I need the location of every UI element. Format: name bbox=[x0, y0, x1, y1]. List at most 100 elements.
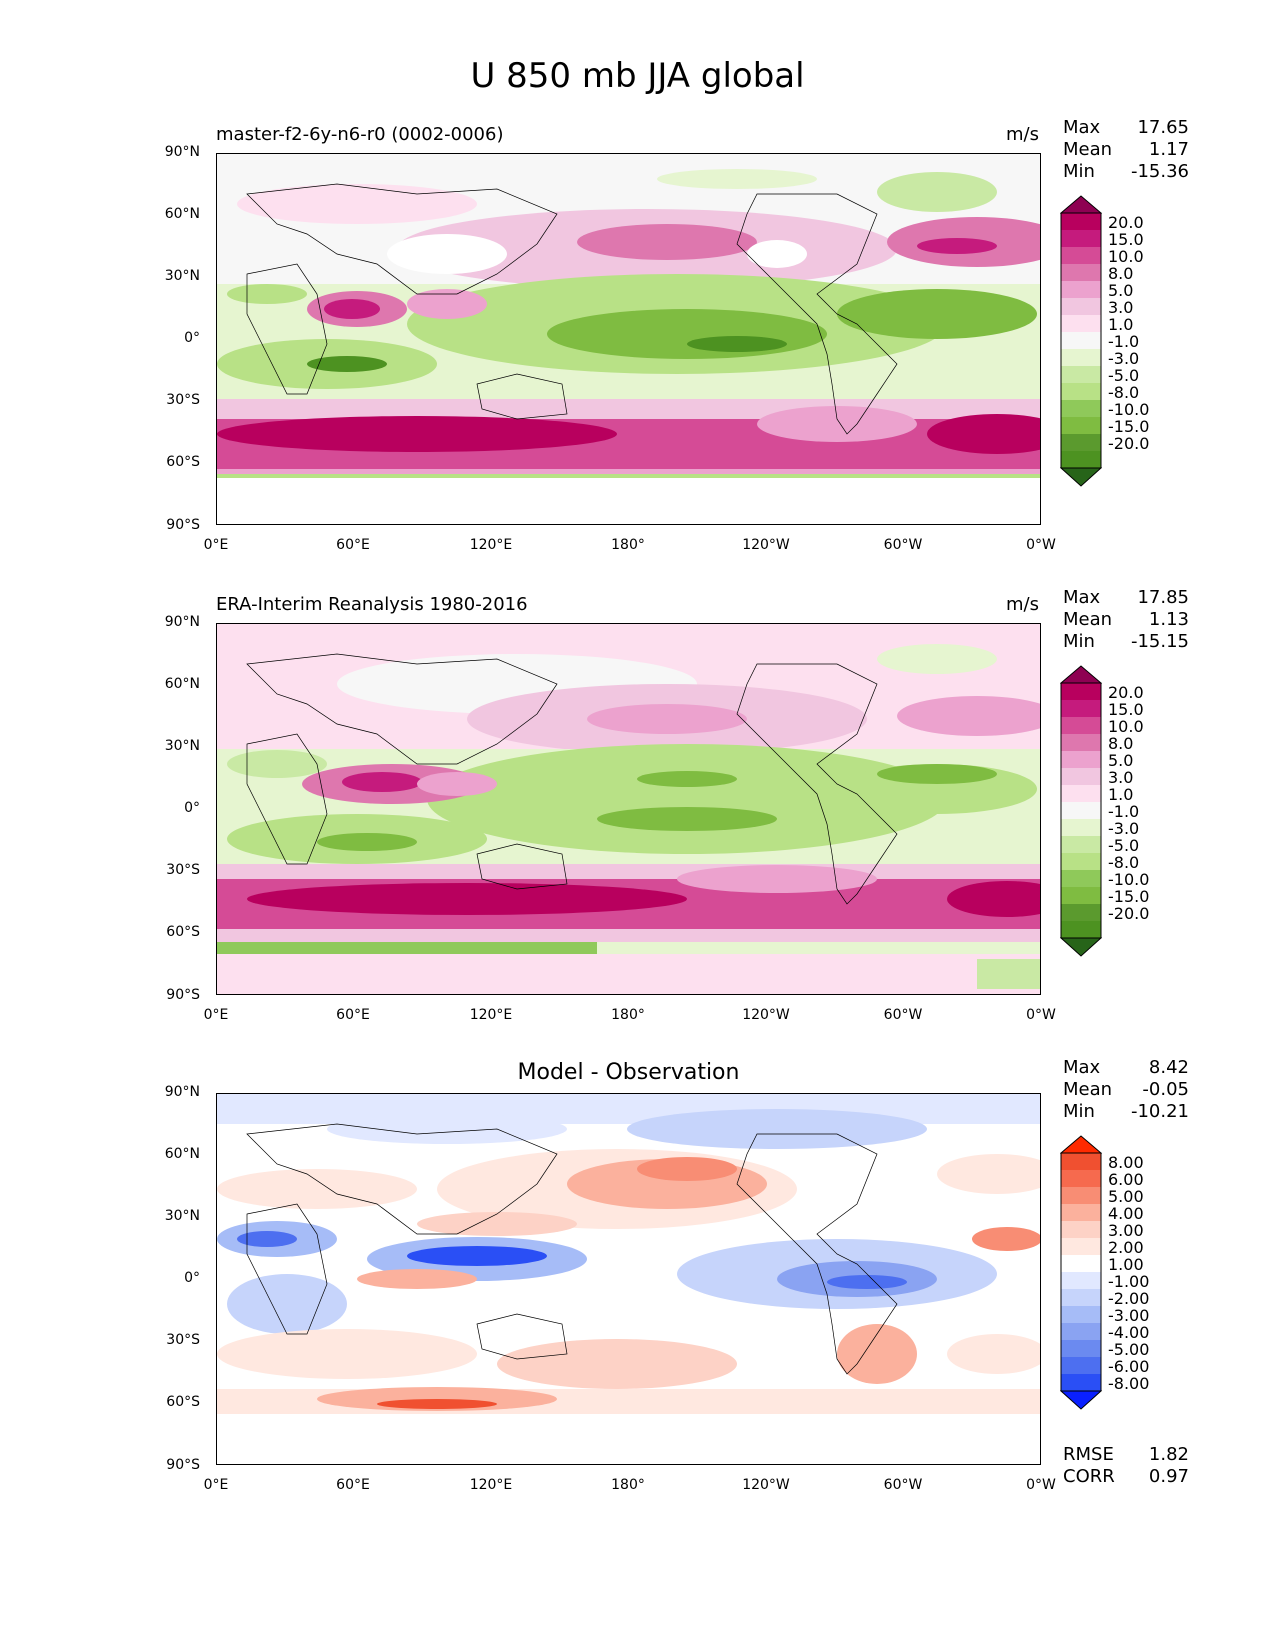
colorbar-tick-label: -8.0 bbox=[1108, 382, 1140, 402]
colorbar-extend-min bbox=[1059, 937, 1103, 957]
colorbar-segment bbox=[1061, 451, 1101, 468]
colorbar-segment bbox=[1061, 836, 1101, 853]
colorbar-segment bbox=[1061, 751, 1101, 768]
colorbar-tick-label: 3.0 bbox=[1108, 767, 1134, 787]
colorbar-tick-label: -5.00 bbox=[1108, 1339, 1150, 1359]
colorbar: 20.0 15.0 10.0 8.0 5.0 3.0 1.0 -1.0 -3.0 -5.0 -8.0… bbox=[1059, 665, 1149, 962]
colorbar-tick-label: -3.0 bbox=[1108, 348, 1140, 368]
x-tick: 60°W bbox=[883, 1007, 923, 1023]
colorbar-tick-label: -1.00 bbox=[1108, 1271, 1150, 1291]
colorbar-segment bbox=[1061, 1170, 1101, 1187]
colorbar-segment bbox=[1061, 1272, 1101, 1289]
y-tick: 30°N bbox=[164, 738, 200, 754]
colorbar-tick-label: -1.0 bbox=[1108, 331, 1140, 351]
colorbar-tick-label: -5.0 bbox=[1108, 835, 1140, 855]
y-tick: 0° bbox=[184, 800, 200, 816]
colorbar-tick-label: 1.0 bbox=[1108, 784, 1134, 804]
colorbar-segment bbox=[1061, 213, 1101, 230]
colorbar-border bbox=[1060, 1152, 1102, 1392]
colorbar-tick-label: 4.00 bbox=[1108, 1203, 1144, 1223]
colorbar-segment bbox=[1061, 1306, 1101, 1323]
colorbar-segment bbox=[1061, 785, 1101, 802]
colorbar-tick-label: -20.0 bbox=[1108, 903, 1150, 923]
stat-label: Mean bbox=[1063, 139, 1113, 160]
colorbar-tick-label: 1.00 bbox=[1108, 1254, 1144, 1274]
x-tick: 120°E bbox=[469, 537, 513, 553]
y-tick: 60°N bbox=[164, 676, 200, 692]
colorbar-tick-label: -10.0 bbox=[1108, 869, 1150, 889]
colorbar-tick-label: -3.00 bbox=[1108, 1305, 1150, 1325]
x-tick: 120°W bbox=[742, 537, 790, 553]
stat-max: 17.65 bbox=[1137, 117, 1189, 138]
colorbar-segment bbox=[1061, 1289, 1101, 1306]
stats-box: Max 17.85 Mean 1.13 Min -15.15 bbox=[1063, 587, 1189, 653]
colorbar-segment bbox=[1061, 921, 1101, 938]
x-tick: 0°W bbox=[1026, 1007, 1056, 1023]
colorbar-segment bbox=[1061, 1221, 1101, 1238]
colorbar-svg bbox=[1059, 1135, 1103, 1410]
model-map bbox=[217, 154, 1040, 524]
colorbar-segment bbox=[1061, 1238, 1101, 1255]
colorbar-extend-max bbox=[1059, 665, 1103, 684]
colorbar-tick-label: -1.0 bbox=[1108, 801, 1140, 821]
y-tick: 90°S bbox=[166, 987, 200, 1003]
colorbar-segment bbox=[1061, 349, 1101, 366]
colorbar-segment bbox=[1061, 1204, 1101, 1221]
x-tick: 120°E bbox=[469, 1007, 513, 1023]
colorbar-segment bbox=[1061, 230, 1101, 247]
y-tick: 30°N bbox=[164, 268, 200, 284]
y-tick: 90°N bbox=[164, 144, 200, 160]
stat-label: Mean bbox=[1063, 609, 1113, 630]
stat-label: Max bbox=[1063, 587, 1101, 608]
colorbar-segment bbox=[1061, 298, 1101, 315]
colorbar-segment bbox=[1061, 315, 1101, 332]
colorbar-tick-label: 15.0 bbox=[1108, 699, 1144, 719]
x-tick: 120°W bbox=[742, 1477, 790, 1493]
colorbar-tick-label: 8.0 bbox=[1108, 733, 1134, 753]
y-tick: 60°N bbox=[164, 206, 200, 222]
stat-corr: 0.97 bbox=[1148, 1466, 1189, 1487]
colorbar-segment bbox=[1061, 904, 1101, 921]
colorbar-extend-min bbox=[1059, 1390, 1103, 1410]
stat-mean: -0.05 bbox=[1142, 1079, 1189, 1100]
stat-mean: 1.13 bbox=[1148, 609, 1189, 630]
colorbar-tick-label: 3.0 bbox=[1108, 297, 1134, 317]
colorbar-tick-label: 8.00 bbox=[1108, 1152, 1144, 1172]
colorbar-tick-label: -20.0 bbox=[1108, 433, 1150, 453]
colorbar-svg bbox=[1059, 665, 1103, 957]
colorbar-segment bbox=[1061, 417, 1101, 434]
units-label: m/s bbox=[1006, 124, 1039, 145]
colorbar-segment bbox=[1061, 853, 1101, 870]
stat-label: Min bbox=[1063, 161, 1095, 182]
colorbar-tick-label: 2.00 bbox=[1108, 1237, 1144, 1257]
x-tick: 0°W bbox=[1026, 1477, 1056, 1493]
colorbar-segment bbox=[1061, 1187, 1101, 1204]
colorbar-segment bbox=[1061, 383, 1101, 400]
colorbar-tick-label: -3.0 bbox=[1108, 818, 1140, 838]
x-tick: 180° bbox=[611, 1477, 645, 1493]
colorbar-tick-label: 5.00 bbox=[1108, 1186, 1144, 1206]
colorbar-tick-label: -15.0 bbox=[1108, 416, 1150, 436]
y-tick: 30°S bbox=[166, 862, 200, 878]
colorbar-segment bbox=[1061, 802, 1101, 819]
error-stats: RMSE 1.82 CORR 0.97 bbox=[1063, 1444, 1189, 1488]
colorbar-tick-label: -8.00 bbox=[1108, 1373, 1150, 1393]
colorbar-segment bbox=[1061, 434, 1101, 451]
colorbar-extend-max bbox=[1059, 1135, 1103, 1154]
map-plot bbox=[216, 623, 1041, 995]
y-tick: 0° bbox=[184, 330, 200, 346]
colorbar-tick-label: 1.0 bbox=[1108, 314, 1134, 334]
x-tick: 60°W bbox=[883, 1477, 923, 1493]
panel-label: Model - Observation bbox=[517, 1060, 740, 1085]
colorbar-tick-label: 10.0 bbox=[1108, 716, 1144, 736]
colorbar-segment bbox=[1061, 264, 1101, 281]
y-tick: 30°N bbox=[164, 1208, 200, 1224]
colorbar-segment bbox=[1061, 734, 1101, 751]
stat-min: -15.36 bbox=[1130, 161, 1189, 182]
colorbar-tick-label: 8.0 bbox=[1108, 263, 1134, 283]
stat-max: 17.85 bbox=[1137, 587, 1189, 608]
y-tick: 0° bbox=[184, 1270, 200, 1286]
x-tick: 0°E bbox=[203, 1007, 229, 1023]
colorbar-segment bbox=[1061, 400, 1101, 417]
colorbar-segment bbox=[1061, 768, 1101, 785]
